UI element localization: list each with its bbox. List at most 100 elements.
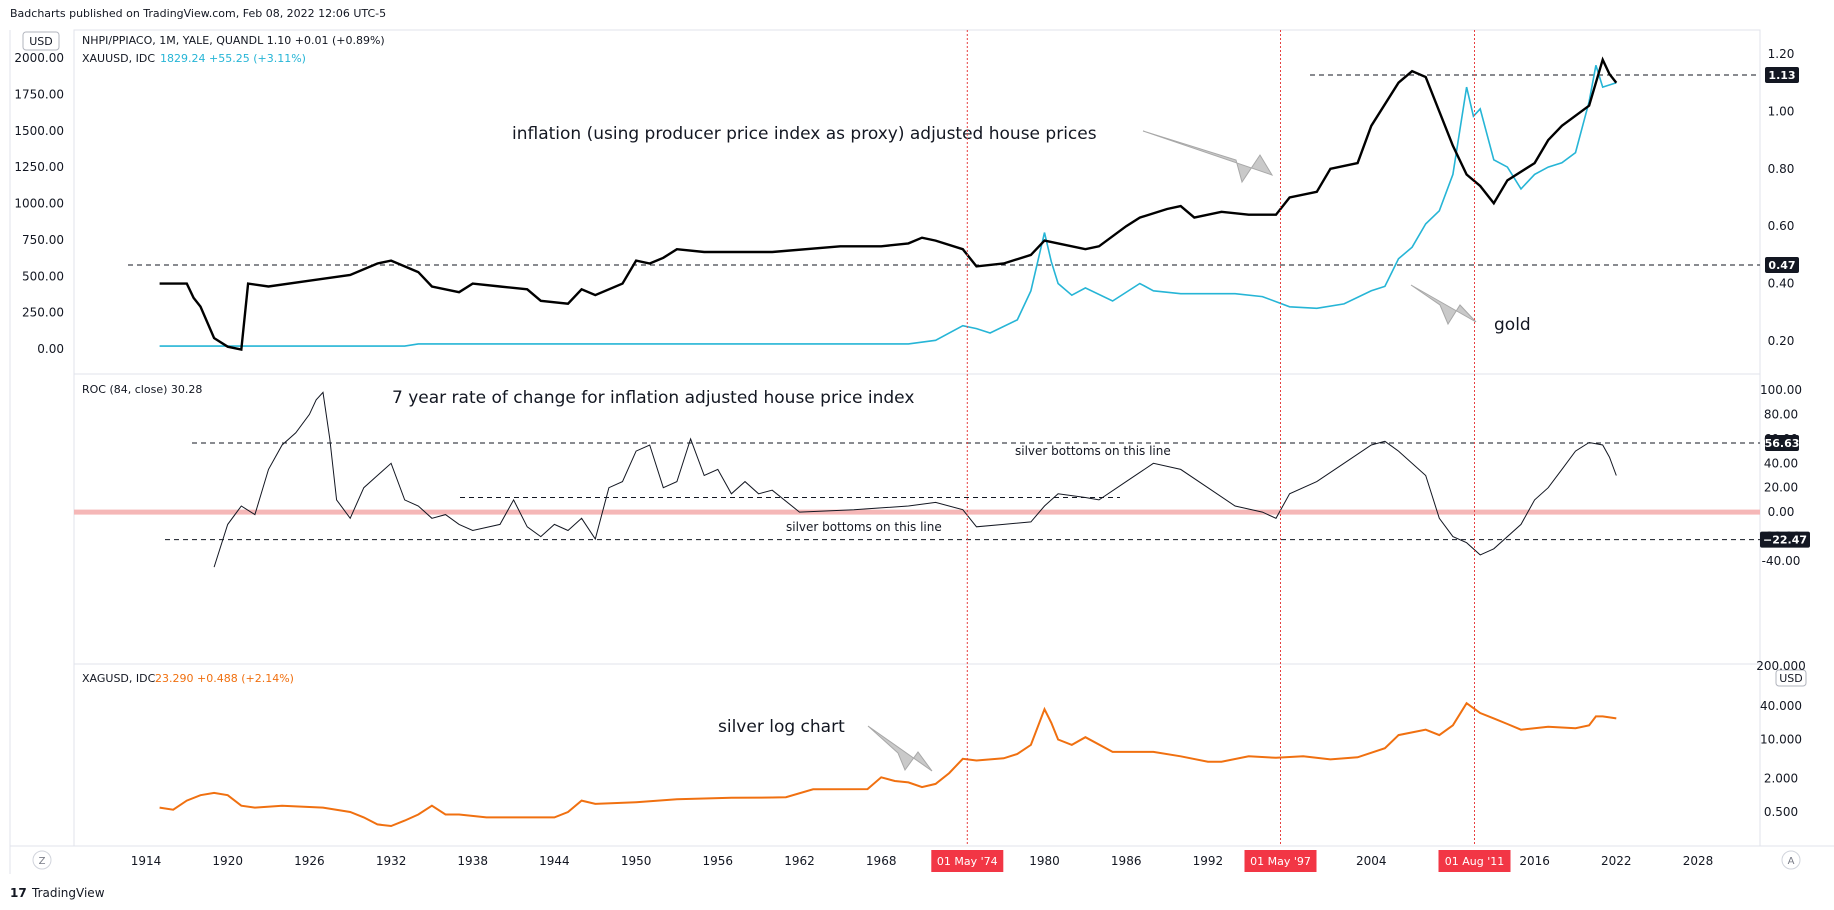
auto-scale-button-label: A	[1788, 856, 1795, 867]
x-tick-label: 2028	[1683, 854, 1714, 868]
silver-currency-badge[interactable]	[1775, 669, 1807, 687]
main-left-tick-label: 1000.00	[14, 197, 64, 211]
silver-currency-label: USD	[1779, 672, 1803, 685]
silver-right-tick-label: 200.000	[1756, 659, 1806, 673]
silver-legend-symbol[interactable]: XAGUSD, IDC	[82, 672, 156, 685]
x-tick-label: 1980	[1029, 854, 1060, 868]
pane-frames	[9, 29, 1834, 874]
main-right-tick-label: 0.40	[1768, 277, 1795, 291]
roc-legend[interactable]: ROC (84, close) 30.28	[82, 383, 202, 396]
zero-line-band	[74, 509, 1760, 515]
zoom-button-label: Z	[39, 856, 46, 867]
main-legend-gold-symbol[interactable]: XAUUSD, IDC	[82, 52, 155, 65]
roc-badge-upper-text: 56.63	[1765, 437, 1800, 450]
roc-right-tick-label: 0.00	[1768, 505, 1795, 519]
main-legend-gold-values: 1829.24 +55.25 (+3.11%)	[160, 52, 306, 65]
date-badge-label: 01 Aug '11	[1445, 855, 1505, 868]
tradingview-brand: TradingView	[31, 886, 105, 900]
arrow-silver-annotation	[867, 725, 933, 772]
main-currency-label: USD	[29, 35, 53, 48]
silver-right-tick-label: 40.000	[1760, 699, 1802, 713]
gold-series-line	[159, 65, 1617, 347]
house-series-line	[159, 56, 1618, 352]
roc-badge-lower-text: −22.47	[1763, 534, 1807, 547]
annotation-gold: gold	[1494, 315, 1531, 335]
x-tick-label: 1938	[457, 854, 488, 868]
tradingview-logo-icon: 17	[10, 886, 27, 900]
main-left-tick-label: 1250.00	[14, 160, 64, 174]
main-right-tick-label: 1.20	[1768, 47, 1795, 61]
main-currency-badge[interactable]	[22, 31, 60, 51]
date-badge-label: 01 May '74	[937, 855, 998, 868]
silver-right-tick-label: 0.500	[1764, 805, 1798, 819]
x-axis-ticks: 1914 1920 1926 1932 1938 1944 1950 1956 1962 1968…	[131, 854, 1714, 868]
x-tick-label: 1920	[212, 854, 243, 868]
x-tick-label: 2016	[1519, 854, 1550, 868]
silver-right-axis: 200.000 40.000 10.000 2.000 0.500	[1756, 659, 1806, 819]
silver-line-mid-label: silver bottoms on this line	[786, 520, 942, 534]
x-tick-label: 1992	[1193, 854, 1224, 868]
silver-right-tick-label: 10.000	[1760, 733, 1802, 747]
x-tick-label: 1932	[376, 854, 407, 868]
main-right-axis: 1.20 1.00 0.80 0.60 0.40 0.20	[1768, 47, 1795, 348]
main-left-tick-label: 500.00	[22, 269, 64, 283]
main-left-tick-label: 0.00	[37, 342, 64, 356]
arrow-gold-annotation	[1410, 284, 1477, 326]
main-right-tick-label: 1.00	[1768, 104, 1795, 118]
x-tick-label: 1962	[784, 854, 815, 868]
roc-right-tick-label: 20.00	[1764, 481, 1798, 495]
date-badge-box	[931, 850, 1004, 872]
main-badge-upper-text: 1.13	[1768, 69, 1795, 82]
roc-badge-lower	[1760, 531, 1810, 548]
roc-title-annotation: 7 year rate of change for inflation adju…	[392, 388, 914, 408]
roc-right-tick-label: 40.00	[1764, 456, 1798, 470]
main-left-tick-label: 2000.00	[14, 51, 64, 65]
x-tick-label: 2004	[1356, 854, 1387, 868]
arrow-house-annotation	[1142, 130, 1274, 184]
silver-legend-values: 23.290 +0.488 (+2.14%)	[155, 672, 294, 685]
main-left-tick-label: 1750.00	[14, 87, 64, 101]
roc-right-tick-label: 80.00	[1764, 407, 1798, 421]
roc-right-tick-label: 100.00	[1760, 383, 1802, 397]
zoom-button[interactable]	[32, 850, 52, 870]
roc-series-line	[213, 391, 1617, 568]
tradingview-logo[interactable]: 17 TradingView	[10, 886, 105, 900]
main-right-tick-label: 0.20	[1768, 334, 1795, 348]
annotation-house-prices: inflation (using producer price index as…	[512, 124, 1097, 144]
vertical-date-lines	[966, 30, 1475, 846]
silver-line-upper-label: silver bottoms on this line	[1015, 444, 1171, 458]
main-left-tick-label: 1500.00	[14, 124, 64, 138]
x-tick-label: 1968	[866, 854, 897, 868]
x-tick-label: 2022	[1601, 854, 1632, 868]
x-tick-label: 1986	[1111, 854, 1142, 868]
main-pane: USD NHPI/PPIACO, 1M, YALE, QUANDL 1.10 +…	[14, 31, 1799, 356]
main-left-tick-label: 750.00	[22, 233, 64, 247]
main-right-tick-label: 0.80	[1768, 162, 1795, 176]
main-badge-lower-text: 0.47	[1768, 259, 1795, 272]
roc-right-tick-label: -40.00	[1762, 554, 1801, 568]
x-axis-date-badges: 01 May '74 01 May '97 01 Aug '11	[931, 850, 1511, 872]
main-left-axis: 2000.00 1750.00 1500.00 1250.00 1000.00 750.0…	[14, 51, 64, 356]
silver-series-line	[159, 701, 1617, 828]
silver-right-tick-label: 2.000	[1764, 772, 1798, 786]
roc-pane: ROC (84, close) 30.28 7 year rate of cha…	[74, 383, 1810, 568]
main-badge-upper	[1765, 67, 1799, 83]
main-badge-lower	[1765, 257, 1799, 273]
annotation-silver-log: silver log chart	[718, 717, 845, 737]
date-badge-label: 01 May '97	[1250, 855, 1311, 868]
roc-badge-upper	[1765, 435, 1799, 451]
published-caption: Badcharts published on TradingView.com, …	[10, 7, 386, 20]
auto-scale-button[interactable]	[1781, 850, 1801, 870]
x-tick-label: 1956	[703, 854, 734, 868]
main-right-tick-label: 0.60	[1768, 219, 1795, 233]
silver-pane: XAGUSD, IDC 23.290 +0.488 (+2.14%) USD 2…	[82, 659, 1807, 828]
date-badge-box	[1438, 850, 1511, 872]
x-tick-label: 1914	[131, 854, 162, 868]
x-tick-label: 1926	[294, 854, 325, 868]
main-legend-house[interactable]: NHPI/PPIACO, 1M, YALE, QUANDL 1.10 +0.01…	[82, 34, 385, 47]
x-tick-label: 1950	[621, 854, 652, 868]
date-badge-box	[1244, 850, 1317, 872]
main-left-tick-label: 250.00	[22, 306, 64, 320]
x-tick-label: 1944	[539, 854, 570, 868]
